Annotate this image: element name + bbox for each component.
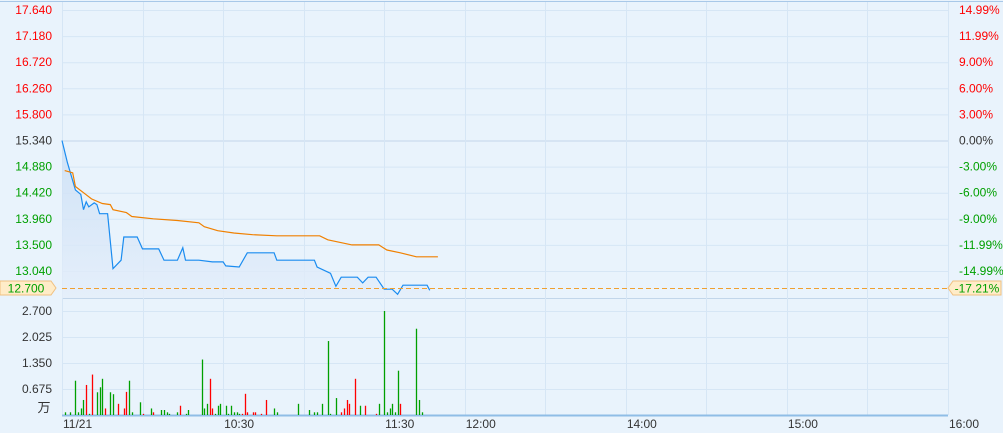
time-tick-label: 12:00 bbox=[466, 417, 496, 431]
price-tick-label: 13.500 bbox=[15, 238, 52, 252]
current-price-tag bbox=[0, 280, 57, 296]
price-tick-label: 15.340 bbox=[15, 134, 52, 148]
volume-tick-label: 2.700 bbox=[22, 304, 52, 318]
time-tick-label: 16:00 bbox=[949, 417, 979, 431]
price-area bbox=[62, 140, 430, 298]
time-tick-label: 11/21 bbox=[63, 417, 92, 431]
percent-tick-label: 0.00% bbox=[959, 134, 993, 148]
current-change-tag bbox=[947, 280, 1002, 296]
percent-tick-label: 6.00% bbox=[959, 81, 993, 95]
percent-tick-label: -3.00% bbox=[959, 160, 997, 174]
price-line bbox=[61, 140, 431, 296]
time-tick-label: 10:30 bbox=[224, 417, 254, 431]
percent-tick-label: -9.00% bbox=[959, 212, 997, 226]
price-area-fill bbox=[62, 140, 430, 298]
price-tick-label: 16.720 bbox=[15, 55, 52, 69]
price-tick-label: 13.040 bbox=[15, 264, 52, 278]
time-tick-label: 15:00 bbox=[788, 417, 818, 431]
volume-tick-label: 1.350 bbox=[22, 356, 52, 370]
price-tick-label: 13.960 bbox=[15, 212, 52, 226]
price-tick-label: 14.420 bbox=[15, 186, 52, 200]
average-line bbox=[64, 170, 438, 258]
current-price-label: 12.700 bbox=[8, 282, 45, 296]
volume-unit: 万 bbox=[37, 401, 50, 416]
percent-tick-label: 9.00% bbox=[959, 55, 993, 69]
percent-tick-label: -11.99% bbox=[959, 238, 1003, 252]
price-tick-label: 14.880 bbox=[15, 160, 52, 174]
right-axis: 14.99% 11.99% 9.00% 6.00% 3.00% 0.00% -3.00% -6… bbox=[959, 3, 1003, 278]
price-tick-label: 17.640 bbox=[15, 3, 52, 17]
price-tick-label: 15.800 bbox=[15, 107, 52, 121]
series-lines bbox=[61, 140, 438, 296]
percent-tick-label: -14.99% bbox=[959, 264, 1003, 278]
price-tick-label: 16.260 bbox=[15, 81, 52, 95]
volume-tick-label: 2.025 bbox=[22, 330, 52, 344]
current-price-marker: 12.700 -17.21% bbox=[0, 280, 1002, 296]
x-axis: 11/21 10:30 11:30 12:00 14:00 15:00 16:00 bbox=[63, 417, 979, 431]
percent-tick-label: 3.00% bbox=[959, 107, 993, 121]
volume-tick-label: 0.675 bbox=[22, 382, 52, 396]
price-tick-label: 17.180 bbox=[15, 29, 52, 43]
current-change-label: -17.21% bbox=[955, 282, 1000, 296]
volume-bars bbox=[64, 311, 424, 415]
left-axis: 17.640 17.180 16.720 16.260 15.800 15.340 14.8… bbox=[15, 3, 52, 396]
percent-tick-label: 14.99% bbox=[959, 3, 1000, 17]
percent-tick-label: 11.99% bbox=[959, 29, 999, 43]
percent-tick-label: -6.00% bbox=[959, 186, 997, 200]
time-tick-label: 11:30 bbox=[385, 417, 414, 431]
time-tick-label: 14:00 bbox=[627, 417, 657, 431]
